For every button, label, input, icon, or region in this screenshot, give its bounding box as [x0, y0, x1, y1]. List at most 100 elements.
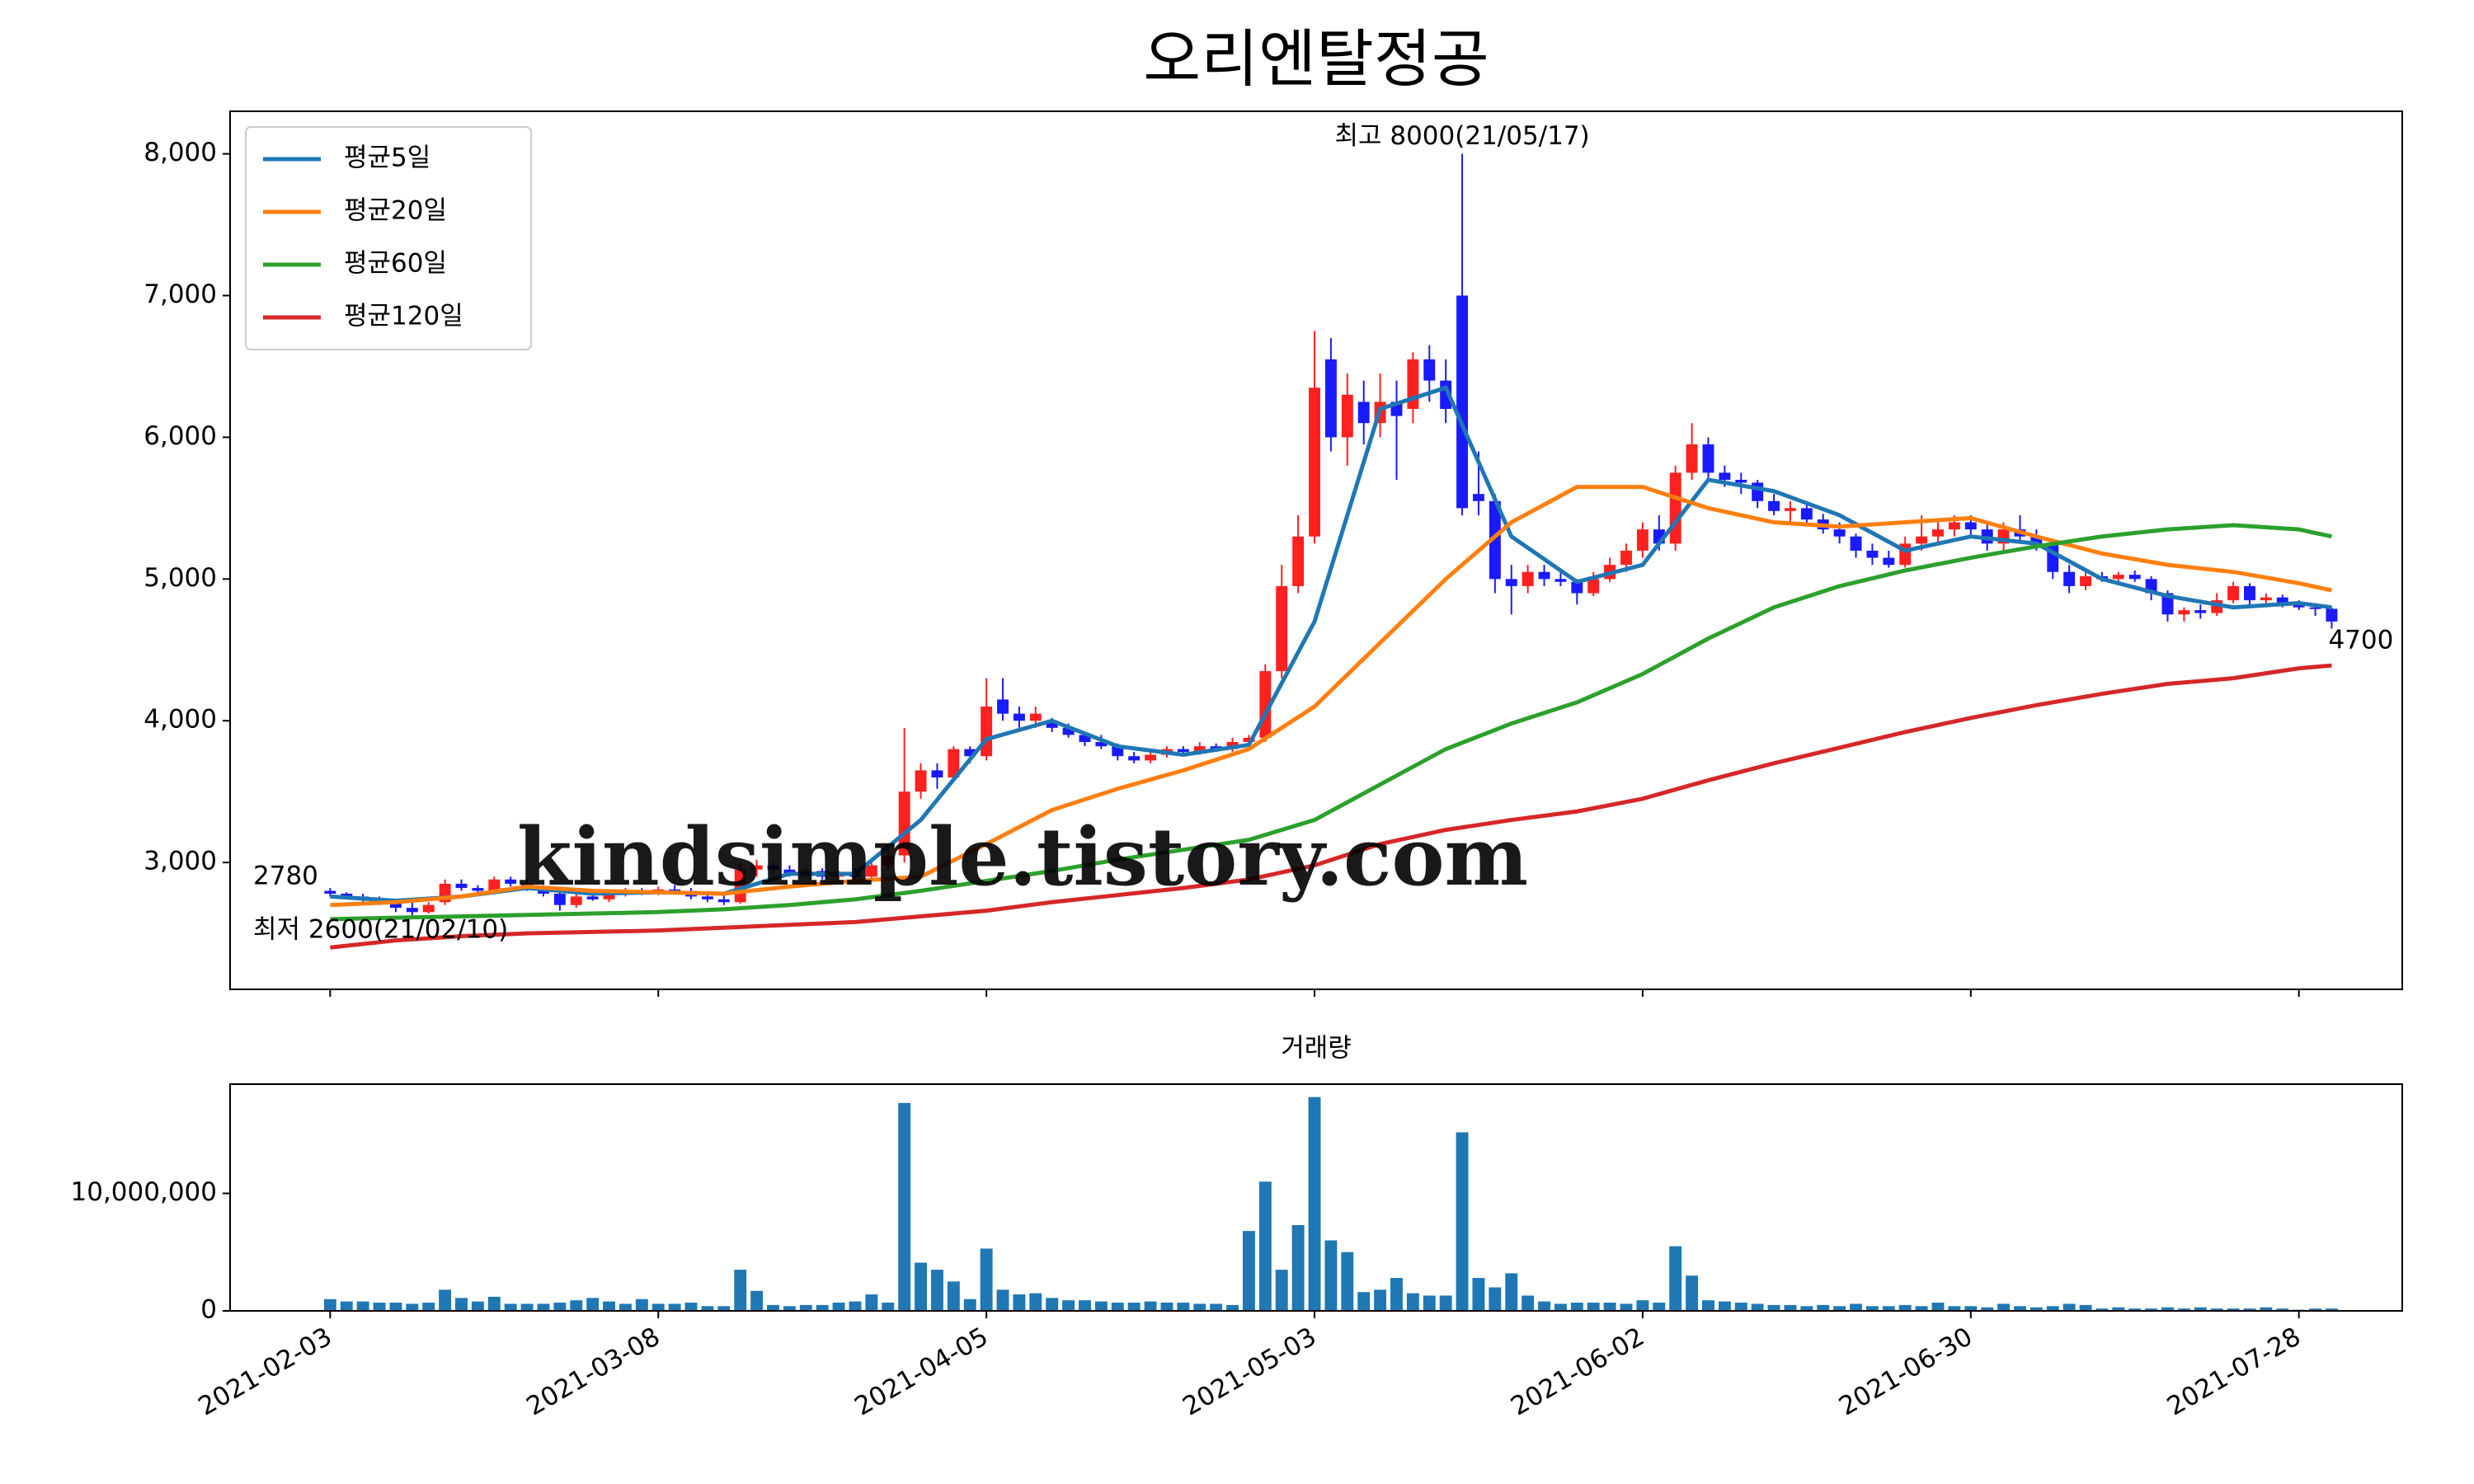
volume-bar: [1062, 1300, 1075, 1311]
volume-bar: [2112, 1307, 2125, 1311]
volume-bar: [668, 1303, 681, 1311]
volume-bar: [455, 1298, 468, 1311]
volume-bar: [1817, 1304, 1830, 1311]
volume-bar: [1291, 1224, 1305, 1311]
volume-bar: [816, 1304, 829, 1311]
candle-body: [406, 908, 418, 913]
y-tick-label: 0: [200, 1295, 217, 1325]
candle-body: [553, 893, 566, 905]
volume-bar: [1686, 1275, 1699, 1311]
volume-bar: [734, 1270, 747, 1311]
y-tick-label: 8,000: [143, 138, 217, 167]
volume-bar: [1423, 1295, 1436, 1311]
volume-bar: [651, 1303, 665, 1311]
candle-body: [2080, 575, 2092, 586]
candle-body: [2276, 597, 2288, 605]
volume-bar: [2046, 1306, 2059, 1311]
volume-bar: [1472, 1278, 1485, 1311]
candle-body: [2244, 585, 2255, 601]
volume-bar: [2177, 1308, 2190, 1311]
candle-body: [783, 869, 796, 874]
volume-bar: [2079, 1304, 2092, 1311]
volume-bar: [1915, 1306, 1928, 1311]
candle-body: [422, 904, 435, 913]
watermark: kindsimple.tistory.com: [517, 810, 1528, 904]
candle-body: [1210, 746, 1222, 749]
volume-bar: [406, 1303, 419, 1311]
volume-bar: [1341, 1252, 1354, 1311]
volume-bar: [2030, 1307, 2043, 1311]
volume-bar: [963, 1298, 976, 1311]
volume-bar: [570, 1300, 583, 1311]
volume-bars: [323, 1097, 2338, 1311]
candle-body: [2260, 597, 2272, 601]
volume-bar: [2276, 1308, 2289, 1311]
candle-body: [882, 855, 894, 866]
candle-body: [931, 770, 943, 777]
volume-bar: [635, 1298, 648, 1311]
candle-body: [1948, 522, 1960, 530]
volume-bar: [2014, 1306, 2026, 1311]
candle-body: [472, 888, 484, 891]
candle-body: [1472, 494, 1484, 501]
volume-bar: [750, 1290, 764, 1311]
candle-body: [981, 707, 993, 757]
candle-body: [1719, 472, 1731, 480]
candle-body: [2293, 604, 2305, 608]
volume-bar: [1898, 1304, 1912, 1311]
volume-bar: [717, 1306, 731, 1311]
candle-body: [767, 865, 779, 870]
volume-bar: [1177, 1303, 1190, 1311]
volume-bar: [1226, 1304, 1239, 1311]
volume-bar: [1587, 1303, 1600, 1311]
volume-bar: [356, 1301, 369, 1311]
volume-bar: [1013, 1294, 1026, 1311]
candle-body: [1833, 529, 1846, 537]
candle-body: [717, 899, 730, 903]
candle-body: [341, 893, 353, 897]
volume-bar: [2194, 1307, 2207, 1311]
volume-bar: [1308, 1097, 1321, 1311]
volume-bar: [1357, 1292, 1371, 1311]
volume-bar: [1702, 1300, 1714, 1311]
volume-bar: [1636, 1300, 1649, 1311]
volume-bar: [1258, 1181, 1272, 1311]
volume-bar: [1390, 1278, 1403, 1311]
volume-bar: [1751, 1303, 1764, 1311]
candle-body: [865, 865, 877, 877]
candle-body: [1702, 444, 1714, 473]
volume-bar: [1554, 1303, 1567, 1311]
volume-bar: [930, 1270, 943, 1311]
last-close-label: 4700: [2328, 625, 2393, 655]
volume-bar: [1144, 1301, 1157, 1311]
volume-bar: [1275, 1270, 1288, 1311]
volume-bar: [2145, 1308, 2158, 1311]
volume-bar: [832, 1303, 845, 1311]
candle-body: [1177, 749, 1189, 753]
chart-title: 오리엔탈정공: [1143, 22, 1489, 96]
volume-bar: [1406, 1293, 1419, 1311]
candle-body: [2030, 536, 2043, 544]
moving-average-line: [330, 663, 2332, 950]
candle-body: [1095, 742, 1108, 747]
volume-bar: [1948, 1306, 1961, 1311]
plot-frame: [229, 110, 2403, 990]
volume-bar: [1833, 1306, 1846, 1311]
volume-bar: [1193, 1303, 1206, 1311]
candle-body: [1636, 529, 1649, 551]
candle-body: [1243, 737, 1255, 743]
volume-bar: [1127, 1303, 1141, 1311]
y-tick-label: 5,000: [143, 563, 217, 593]
volume-bar: [1997, 1303, 2011, 1311]
volume-bar: [1850, 1303, 1862, 1311]
volume-bar: [980, 1248, 993, 1311]
candle-body: [2063, 571, 2076, 586]
high-annotation: 최고 8000(21/05/17): [1334, 121, 1589, 151]
candle-body: [1686, 444, 1698, 473]
candle-body: [1276, 585, 1288, 672]
first-close-label: 2780: [253, 861, 318, 890]
candle-body: [1964, 522, 1977, 530]
volume-bar: [1800, 1306, 1813, 1311]
plot-frame: [229, 1083, 2403, 1312]
